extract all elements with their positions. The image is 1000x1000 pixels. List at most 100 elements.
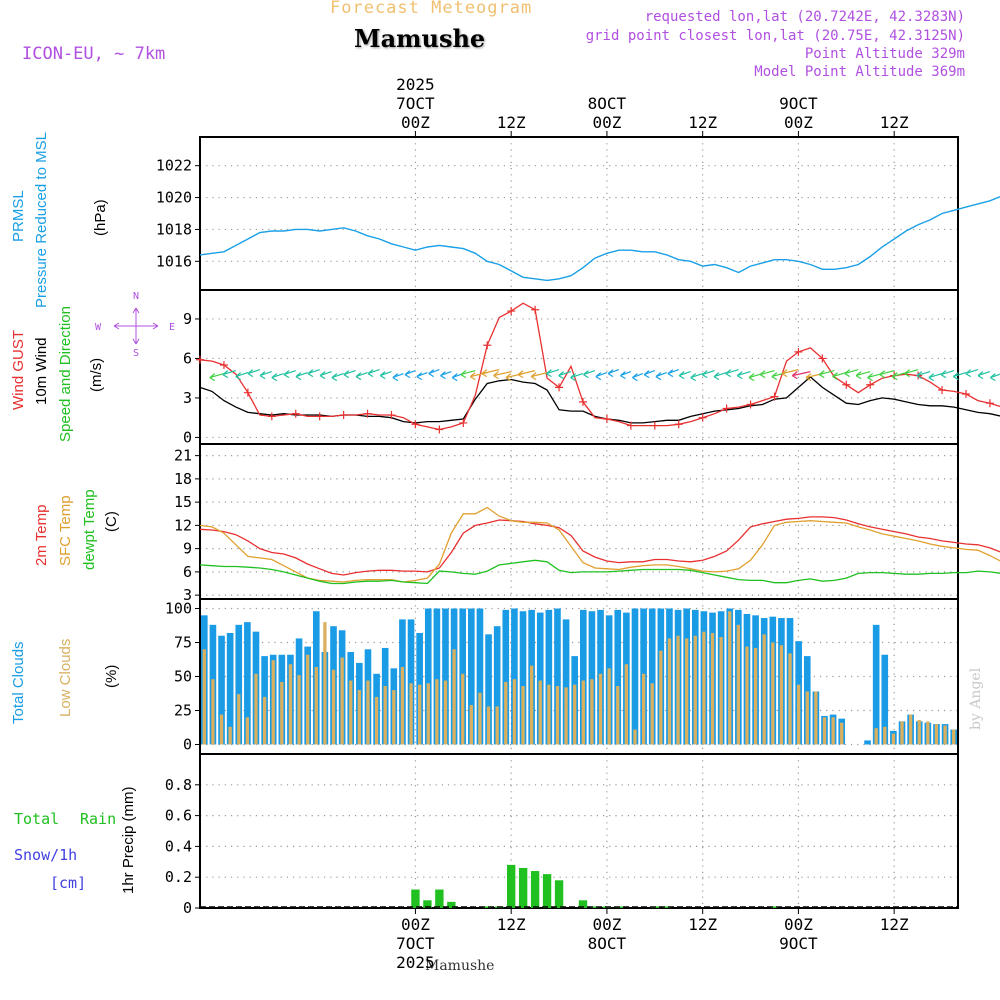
panel-frame <box>199 443 959 600</box>
wind-direction-arrow <box>781 369 799 378</box>
gust-marker <box>483 341 492 350</box>
total-cloud-bar <box>881 654 889 745</box>
compass-e: E <box>169 322 175 333</box>
low-cloud-bar <box>943 725 947 745</box>
total-cloud-bar <box>519 611 527 745</box>
low-cloud-bar <box>633 729 637 745</box>
total-cloud-bar <box>442 608 449 745</box>
y-tick-label: 6 <box>183 349 192 367</box>
low-cloud-bar <box>891 733 896 745</box>
wind-direction-arrow <box>891 372 907 381</box>
requested-coords: requested lon,lat (20.7242E, 42.3283N) <box>644 9 965 25</box>
total-cloud-bar <box>235 624 243 745</box>
time-axis-top-label: 8OCT <box>588 94 627 113</box>
wind-direction-arrow <box>904 369 919 378</box>
gust-marker <box>291 409 300 418</box>
y-tick-label: 1022 <box>156 157 192 175</box>
wind-direction-arrow <box>283 370 296 379</box>
y-tick-label: 15 <box>174 493 192 511</box>
gust-marker <box>770 392 779 401</box>
rain-bar <box>578 900 588 908</box>
low-cloud-bar <box>400 666 405 745</box>
wind-direction-arrow <box>558 371 572 380</box>
time-axis-top-label: 12Z <box>880 113 909 132</box>
wind-direction-arrow <box>222 370 237 379</box>
wind-direction-arrow <box>844 369 859 378</box>
wind-direction-arrow <box>493 371 512 380</box>
low-cloud-bar <box>486 706 491 745</box>
low-cloud-bar <box>555 686 560 745</box>
wind-direction-arrow <box>392 373 404 382</box>
wind-direction-arrow <box>379 371 392 380</box>
wind-direction-arrow <box>428 369 440 378</box>
wind-direction-arrow <box>879 370 895 379</box>
total-cloud-bar <box>580 609 587 745</box>
low-cloud-bar <box>383 686 387 745</box>
low-cloud-bar <box>271 660 275 745</box>
gust-marker <box>196 355 204 364</box>
gust-marker <box>267 412 276 421</box>
wind-direction-arrow <box>690 373 703 382</box>
wind-direction-arrow <box>759 370 775 379</box>
time-axis-top-label: 00Z <box>592 113 621 132</box>
low-cloud-bar <box>219 714 224 745</box>
wind-direction-arrow <box>460 370 476 379</box>
gust-marker <box>842 380 851 389</box>
time-axis-bottom-label: 12Z <box>880 915 909 934</box>
wind-direction-arrow <box>791 371 811 380</box>
low-cloud-bar <box>736 624 741 745</box>
low-cloud-bar <box>779 645 784 745</box>
low-cloud-bar <box>641 673 646 745</box>
total-cloud-bar <box>614 609 622 745</box>
rain-bar <box>435 889 444 908</box>
low-cloud-bar <box>831 717 835 745</box>
wind-direction-arrow <box>713 372 727 381</box>
meteogram-title: Forecast Meteogram <box>330 0 533 18</box>
low-cloud-bar <box>297 675 301 745</box>
low-cloud-bar <box>650 683 654 745</box>
low-cloud-bar <box>934 724 939 745</box>
rain-bar <box>506 864 516 908</box>
grid-coords: grid point closest lon,lat (20.75E, 42.3… <box>585 28 965 44</box>
gust-marker <box>985 399 994 408</box>
total-cloud-bar <box>648 608 656 745</box>
low-cloud-bar <box>461 673 465 745</box>
time-axis-top-label: 7OCT <box>396 94 435 113</box>
y-tick-label: 3 <box>183 586 192 604</box>
wind-speed-line <box>199 376 1000 424</box>
temp-2m-line <box>199 516 1000 576</box>
low-cloud-bar <box>590 679 594 745</box>
wind-direction-arrow <box>307 369 320 378</box>
low-cloud-bar <box>745 646 749 745</box>
wind-direction-arrow <box>331 373 344 382</box>
time-axis-bottom-label: 2025 <box>396 953 435 972</box>
gust-marker <box>459 418 468 427</box>
low-cloud-bar <box>245 717 250 745</box>
total-cloud-bar <box>588 611 596 745</box>
low-cloud-bar <box>469 705 473 745</box>
wind-direction-arrow <box>928 373 943 382</box>
rain-bar <box>483 906 492 908</box>
wind-direction-arrow <box>416 372 428 381</box>
low-cloud-bar <box>702 631 706 745</box>
low-cloud-bar <box>840 722 844 745</box>
wind-direction-arrow <box>271 373 284 382</box>
wind-direction-arrow <box>481 369 500 378</box>
total-cloud-bar <box>485 634 492 745</box>
low-cloud-bar <box>409 683 413 745</box>
compass-s: S <box>133 348 139 359</box>
y-tick-label: 0.2 <box>165 868 192 886</box>
y-tick-label: 100 <box>165 600 192 618</box>
gust-marker <box>339 411 348 420</box>
y-tick-label: 12 <box>174 516 192 534</box>
total-cloud-bar <box>872 624 880 745</box>
low-cloud-bar <box>374 696 379 745</box>
model-name: ICON-EU, ~ 7km <box>22 44 166 64</box>
wind-direction-arrow <box>643 370 656 379</box>
low-cloud-bar <box>521 686 525 745</box>
wind-direction-arrow <box>965 369 979 378</box>
low-cloud-bar <box>349 680 353 745</box>
gust-marker <box>363 409 372 418</box>
low-cloud-bar <box>814 691 818 745</box>
compass-rose <box>113 307 159 345</box>
